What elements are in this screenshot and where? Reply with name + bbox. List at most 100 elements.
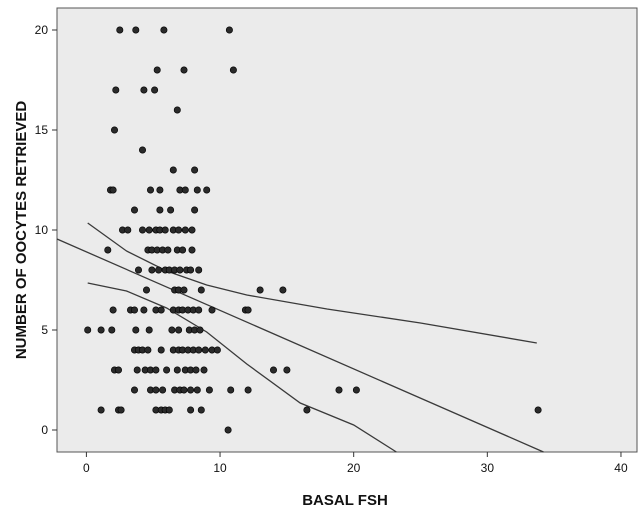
- x-tick-label: 10: [213, 461, 227, 475]
- data-point: [140, 86, 148, 94]
- data-point: [153, 66, 161, 74]
- x-axis: 0 10 20 30 40: [83, 452, 628, 475]
- data-point: [124, 226, 132, 234]
- data-point: [244, 386, 252, 394]
- data-point: [131, 206, 139, 214]
- x-tick-label: 0: [83, 461, 90, 475]
- data-point: [147, 186, 155, 194]
- data-point: [175, 226, 183, 234]
- data-point: [283, 366, 291, 374]
- data-point: [84, 326, 92, 334]
- data-point: [116, 26, 124, 34]
- data-point: [192, 366, 200, 374]
- data-point: [145, 326, 153, 334]
- data-point: [180, 286, 188, 294]
- data-point: [159, 386, 167, 394]
- data-point: [97, 326, 105, 334]
- data-point: [179, 246, 187, 254]
- data-point: [197, 286, 205, 294]
- data-point: [156, 186, 164, 194]
- data-point: [173, 366, 181, 374]
- data-point: [225, 26, 233, 34]
- data-point: [148, 266, 156, 274]
- y-axis-title: NUMBER OF OOCYTES RETRIEVED: [13, 101, 30, 360]
- data-point: [97, 406, 105, 414]
- data-point: [132, 26, 140, 34]
- data-point: [161, 226, 169, 234]
- data-point: [135, 266, 143, 274]
- data-point: [104, 246, 112, 254]
- y-tick-label: 10: [35, 223, 49, 237]
- data-point: [143, 286, 151, 294]
- data-point: [139, 146, 147, 154]
- data-point: [181, 226, 189, 234]
- data-point: [157, 346, 165, 354]
- data-point: [303, 406, 311, 414]
- data-point: [144, 346, 152, 354]
- data-point: [155, 266, 163, 274]
- data-point: [256, 286, 264, 294]
- data-point: [191, 206, 199, 214]
- data-point: [191, 166, 199, 174]
- data-point: [187, 406, 195, 414]
- data-point: [180, 66, 188, 74]
- data-point: [208, 306, 216, 314]
- data-point: [152, 366, 160, 374]
- lower-confidence-line: [87, 282, 397, 453]
- data-point: [197, 406, 205, 414]
- data-point: [227, 386, 235, 394]
- data-point: [165, 406, 173, 414]
- data-point: [132, 326, 140, 334]
- regression-line: [56, 238, 544, 453]
- data-point: [201, 346, 209, 354]
- data-point: [205, 386, 213, 394]
- data-point: [163, 366, 171, 374]
- data-point: [156, 206, 164, 214]
- data-point: [176, 266, 184, 274]
- y-tick-label: 0: [41, 423, 48, 437]
- data-point: [175, 326, 183, 334]
- y-tick-label: 5: [41, 323, 48, 337]
- data-point: [168, 326, 176, 334]
- data-point: [195, 306, 203, 314]
- data-point: [352, 386, 360, 394]
- data-points: [84, 26, 542, 434]
- data-point: [140, 306, 148, 314]
- data-point: [173, 106, 181, 114]
- data-point: [534, 406, 542, 414]
- data-point: [224, 426, 232, 434]
- data-point: [193, 386, 201, 394]
- data-point: [335, 386, 343, 394]
- data-point: [131, 386, 139, 394]
- data-point: [164, 246, 172, 254]
- data-point: [195, 266, 203, 274]
- data-point: [112, 86, 120, 94]
- fit-lines: [56, 222, 544, 453]
- y-axis: 0 5 10 15 20: [35, 23, 57, 437]
- data-point: [244, 306, 252, 314]
- data-point: [169, 166, 177, 174]
- y-tick-label: 20: [35, 23, 49, 37]
- data-point: [196, 326, 204, 334]
- data-point: [109, 306, 117, 314]
- data-point: [108, 326, 116, 334]
- data-point: [151, 86, 159, 94]
- data-point: [109, 186, 117, 194]
- data-point: [193, 186, 201, 194]
- data-point: [145, 226, 153, 234]
- upper-confidence-line: [87, 222, 537, 344]
- data-point: [167, 206, 175, 214]
- data-point: [203, 186, 211, 194]
- data-point: [187, 266, 195, 274]
- data-point: [200, 366, 208, 374]
- x-tick-label: 40: [614, 461, 628, 475]
- x-tick-label: 30: [481, 461, 495, 475]
- y-tick-label: 15: [35, 123, 49, 137]
- data-point: [139, 226, 147, 234]
- data-point: [180, 386, 188, 394]
- data-point: [279, 286, 287, 294]
- data-point: [133, 366, 141, 374]
- data-point: [195, 346, 203, 354]
- data-point: [131, 306, 139, 314]
